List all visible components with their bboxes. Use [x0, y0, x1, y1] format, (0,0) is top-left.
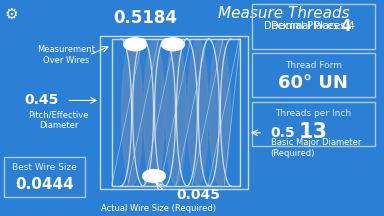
Text: 0.5: 0.5 — [271, 126, 295, 140]
Text: Thread Form: Thread Form — [285, 61, 342, 70]
Bar — [252, 4, 375, 49]
Text: 0.0444: 0.0444 — [15, 177, 74, 192]
Circle shape — [124, 38, 146, 51]
Text: Best Wire Size: Best Wire Size — [12, 163, 77, 172]
Bar — [252, 53, 375, 97]
Text: 0.45: 0.45 — [24, 94, 59, 107]
Text: Basic Major Diameter
(Required): Basic Major Diameter (Required) — [271, 138, 361, 158]
Bar — [4, 157, 85, 197]
Text: Decimal Places:4: Decimal Places:4 — [271, 21, 355, 32]
Text: 4: 4 — [340, 19, 351, 34]
Text: ⚙: ⚙ — [5, 6, 18, 21]
Text: Measurement
Over Wires: Measurement Over Wires — [37, 45, 95, 65]
Polygon shape — [209, 39, 230, 186]
Polygon shape — [122, 39, 142, 186]
Bar — [252, 102, 375, 146]
Text: Pitch/Effective
Diameter: Pitch/Effective Diameter — [28, 110, 89, 130]
Bar — [112, 39, 240, 186]
Polygon shape — [187, 39, 209, 186]
Text: Decimal Places:: Decimal Places: — [264, 21, 342, 32]
Text: 0.045: 0.045 — [176, 189, 220, 202]
Text: Threads per Inch: Threads per Inch — [275, 110, 351, 118]
Text: 0.5184: 0.5184 — [114, 9, 178, 27]
Text: 13: 13 — [299, 122, 328, 142]
Text: Actual Wire Size (Required): Actual Wire Size (Required) — [101, 204, 217, 213]
Bar — [100, 36, 248, 189]
Circle shape — [162, 38, 184, 51]
Circle shape — [143, 170, 166, 183]
Polygon shape — [166, 39, 186, 186]
Text: 60° UN: 60° UN — [278, 74, 348, 92]
Text: Measure Threads: Measure Threads — [218, 6, 350, 21]
Polygon shape — [144, 39, 164, 186]
